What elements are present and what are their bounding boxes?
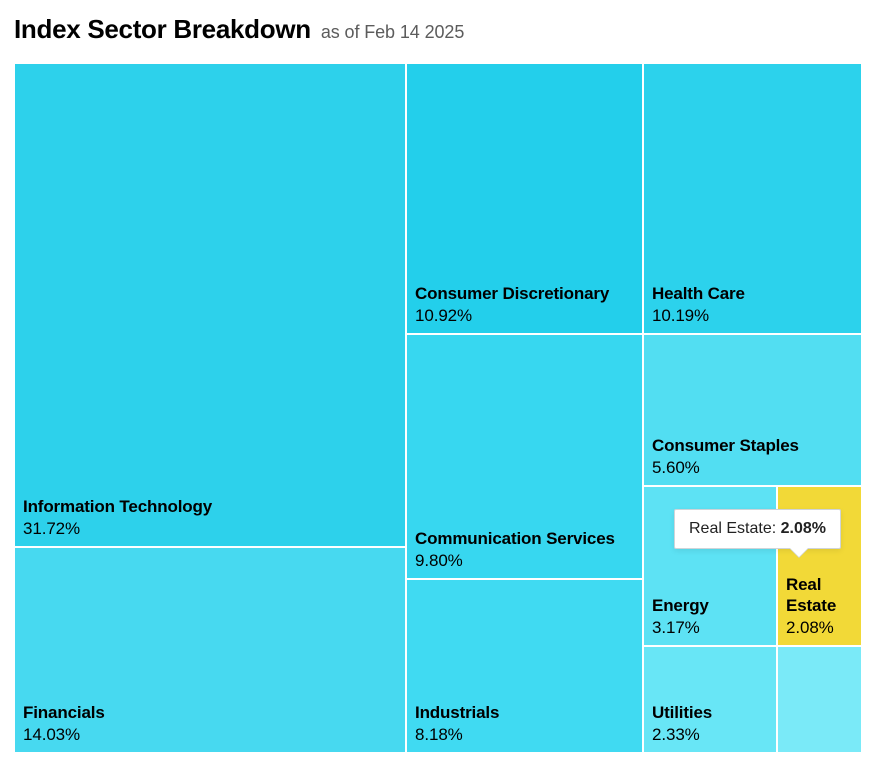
cell-value: 14.03% xyxy=(23,725,397,745)
cell-value: 3.17% xyxy=(652,618,768,638)
treemap-cell-info-tech[interactable]: Information Technology31.72% xyxy=(14,63,406,547)
cell-label: Information Technology xyxy=(23,496,397,517)
cell-label: Real Estate xyxy=(786,574,853,617)
cell-value: 10.19% xyxy=(652,306,853,326)
treemap-cell-real-estate[interactable]: Real Estate2.08% xyxy=(777,486,862,646)
cell-label: Financials xyxy=(23,702,397,723)
cell-value: 2.08% xyxy=(786,618,853,638)
cell-label-block: Energy3.17% xyxy=(652,595,768,638)
cell-label-block: Consumer Discretionary10.92% xyxy=(415,283,634,326)
cell-value: 31.72% xyxy=(23,519,397,539)
treemap-cell-energy[interactable]: Energy3.17% xyxy=(643,486,777,646)
treemap-chart: Information Technology31.72% Financials14… xyxy=(14,63,862,753)
cell-label-block: Health Care10.19% xyxy=(652,283,853,326)
treemap-cell-health[interactable]: Health Care10.19% xyxy=(643,63,862,334)
cell-label: Health Care xyxy=(652,283,853,304)
cell-value: 8.18% xyxy=(415,725,634,745)
cell-value: 9.80% xyxy=(415,551,634,571)
cell-label: Communication Services xyxy=(415,528,634,549)
cell-value: 10.92% xyxy=(415,306,634,326)
chart-header: Index Sector Breakdown as of Feb 14 2025 xyxy=(14,14,877,45)
chart-title: Index Sector Breakdown xyxy=(14,14,311,44)
cell-label-block: Communication Services9.80% xyxy=(415,528,634,571)
treemap-cell-materials[interactable] xyxy=(777,646,862,753)
treemap-cell-utilities[interactable]: Utilities2.33% xyxy=(643,646,777,753)
cell-label-block: Real Estate2.08% xyxy=(786,574,853,639)
cell-label-block: Consumer Staples5.60% xyxy=(652,435,853,478)
cell-label: Utilities xyxy=(652,702,768,723)
cell-value: 2.33% xyxy=(652,725,768,745)
treemap-cell-financials[interactable]: Financials14.03% xyxy=(14,547,406,753)
cell-label: Industrials xyxy=(415,702,634,723)
cell-label-block: Industrials8.18% xyxy=(415,702,634,745)
cell-label-block: Information Technology31.72% xyxy=(23,496,397,539)
cell-label: Energy xyxy=(652,595,768,616)
cell-label-block: Utilities2.33% xyxy=(652,702,768,745)
cell-label: Consumer Discretionary xyxy=(415,283,634,304)
cell-label: Consumer Staples xyxy=(652,435,853,456)
cell-label-block: Financials14.03% xyxy=(23,702,397,745)
chart-subtitle: as of Feb 14 2025 xyxy=(321,22,464,42)
treemap-cell-cons-disc[interactable]: Consumer Discretionary10.92% xyxy=(406,63,643,334)
cell-value: 5.60% xyxy=(652,458,853,478)
treemap-cell-comm-svc[interactable]: Communication Services9.80% xyxy=(406,334,643,579)
treemap-cell-industrials[interactable]: Industrials8.18% xyxy=(406,579,643,753)
treemap-cell-cons-stap[interactable]: Consumer Staples5.60% xyxy=(643,334,862,486)
